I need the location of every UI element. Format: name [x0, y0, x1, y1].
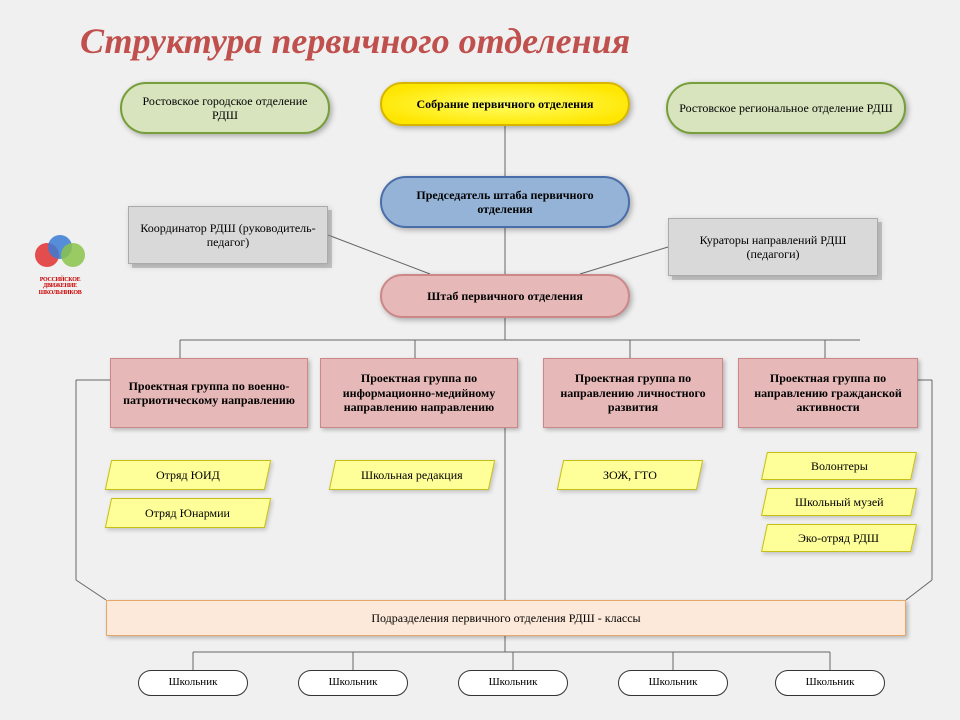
node-p1a: Отряд ЮИД — [105, 460, 271, 490]
node-p2: Школьная редакция — [329, 460, 495, 490]
node-p4c: Эко-отряд РДШ — [761, 524, 917, 552]
page-title: Структура первичного отделения — [80, 20, 630, 62]
node-p4b: Школьный музей — [761, 488, 917, 516]
node-s5: Школьник — [775, 670, 885, 696]
node-g2: Проектная группа по информационно-медийн… — [320, 358, 518, 428]
node-top_left: Ростовское городское отделение РДШ — [120, 82, 330, 134]
node-s2: Школьник — [298, 670, 408, 696]
node-top_right: Ростовское региональное отделение РДШ — [666, 82, 906, 134]
logo-text: РОССИЙСКОЕ ДВИЖЕНИЕ ШКОЛЬНИКОВ — [25, 277, 95, 296]
rdsh-logo: РОССИЙСКОЕ ДВИЖЕНИЕ ШКОЛЬНИКОВ — [25, 235, 95, 296]
node-g4: Проектная группа по направлению гражданс… — [738, 358, 918, 428]
node-s1: Школьник — [138, 670, 248, 696]
node-p1b: Отряд Юнармии — [105, 498, 271, 528]
node-top_center: Собрание первичного отделения — [380, 82, 630, 126]
node-subdiv: Подразделения первичного отделения РДШ -… — [106, 600, 906, 636]
node-s3: Школьник — [458, 670, 568, 696]
node-s4: Школьник — [618, 670, 728, 696]
node-staff: Штаб первичного отделения — [380, 274, 630, 318]
node-curator: Кураторы направлений РДШ (педагоги) — [668, 218, 878, 276]
node-p3: ЗОЖ, ГТО — [557, 460, 703, 490]
node-g3: Проектная группа по направлению личностн… — [543, 358, 723, 428]
node-g1: Проектная группа по военно-патриотическо… — [110, 358, 308, 428]
node-chairman: Председатель штаба первичного отделения — [380, 176, 630, 228]
logo-circle-green — [61, 243, 85, 267]
node-coord: Координатор РДШ (руководитель-педагог) — [128, 206, 328, 264]
node-p4a: Волонтеры — [761, 452, 917, 480]
